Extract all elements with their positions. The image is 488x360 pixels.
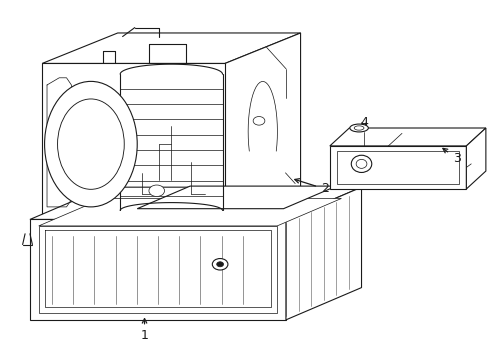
Polygon shape [137,186,336,209]
Circle shape [253,117,264,125]
Polygon shape [39,198,341,226]
Ellipse shape [350,155,371,172]
Text: 2: 2 [294,179,328,195]
Text: 3: 3 [442,148,460,165]
Ellipse shape [355,159,366,168]
Polygon shape [329,146,466,189]
Polygon shape [30,220,285,320]
Ellipse shape [58,99,124,189]
Polygon shape [30,187,361,220]
Polygon shape [466,128,485,189]
Polygon shape [42,33,300,63]
Ellipse shape [349,124,367,132]
Text: 1: 1 [141,319,148,342]
Polygon shape [42,63,224,221]
Polygon shape [329,128,485,146]
Circle shape [216,262,223,267]
Ellipse shape [44,81,137,207]
Polygon shape [285,187,361,320]
Text: 4: 4 [359,116,367,129]
Circle shape [149,185,164,197]
Polygon shape [224,33,300,221]
Polygon shape [39,226,277,314]
Ellipse shape [353,126,363,130]
Polygon shape [336,151,458,184]
Circle shape [212,258,227,270]
